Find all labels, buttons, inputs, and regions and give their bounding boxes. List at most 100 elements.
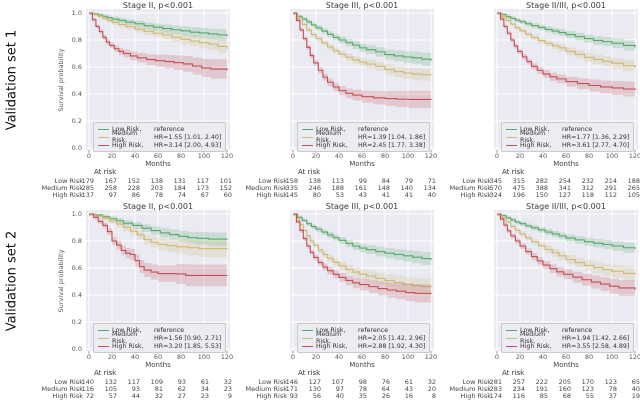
xtick-label: 120 xyxy=(220,353,234,361)
high-risk-ci-band xyxy=(89,214,227,291)
at-risk-count: 99 xyxy=(358,177,367,185)
xtick-label: 20 xyxy=(311,353,321,361)
ytick-label: 0.8 xyxy=(71,237,82,245)
row-label-validation-set-2: Validation set 2 xyxy=(4,230,20,332)
medium-legend-swatch xyxy=(98,136,109,138)
at-risk-row-label: Low Risk xyxy=(258,378,287,386)
x-axis-label: Months xyxy=(349,160,375,168)
low-legend-swatch xyxy=(302,329,313,331)
at-risk-count: 78 xyxy=(358,385,367,393)
at-risk-count: 43 xyxy=(358,191,367,199)
ytick-label: 1.0 xyxy=(71,9,82,17)
xtick-label: 60 xyxy=(153,152,163,160)
high-risk-survival-curve xyxy=(497,12,636,90)
at-risk-count: 105 xyxy=(627,191,640,199)
legend-series-name: Medium Risk, xyxy=(520,331,546,345)
low-risk-survival-curve xyxy=(497,213,636,250)
at-risk-count: 283 xyxy=(489,385,502,393)
at-risk-count: 312 xyxy=(581,184,594,192)
xtick-label: 60 xyxy=(153,353,163,361)
legend-series-value: HR=1.94 [1.42, 2.66] xyxy=(562,334,630,342)
at-risk-count: 345 xyxy=(489,177,502,185)
xtick-label: 80 xyxy=(176,152,186,160)
high-legend-swatch xyxy=(302,345,313,347)
ytick-label: 0.6 xyxy=(71,63,82,71)
xtick-label: 60 xyxy=(357,152,367,160)
legend-series-name: Medium Risk, xyxy=(520,130,546,144)
at-risk-count: 107 xyxy=(331,378,344,386)
high-risk-ci-band xyxy=(497,214,635,299)
at-risk-count: 32 xyxy=(223,378,232,386)
at-risk-count: 34 xyxy=(200,385,209,393)
xtick-label: 20 xyxy=(311,152,321,160)
low-risk-survival-curve xyxy=(89,213,228,240)
xtick-label: 100 xyxy=(401,353,415,361)
xtick-label: 20 xyxy=(107,353,117,361)
at-risk-row-label: Medium Risk xyxy=(41,184,83,192)
at-risk-count: 282 xyxy=(535,177,548,185)
at-risk-count: 67 xyxy=(200,191,209,199)
legend-row: Low Risk, reference xyxy=(98,326,221,334)
legend-series-value: HR=1.55 [1.01, 2.40] xyxy=(154,133,222,141)
km-panel: Stage III, p<0.001 Months At risk Low Ri… xyxy=(232,0,437,201)
km-panel: Stage II/III, p<0.001 Months At risk Low… xyxy=(436,0,640,201)
legend-row: Medium Risk, HR=2.05 [1.42, 2.96] xyxy=(302,331,425,345)
at-risk-header: At risk xyxy=(94,369,117,377)
legend-series-name: High Risk, xyxy=(316,342,348,350)
low-risk-ci-band xyxy=(497,214,635,255)
medium-risk-ci-band xyxy=(497,13,635,74)
at-risk-count: 134 xyxy=(423,184,436,192)
medium-risk-ci-band xyxy=(293,214,431,296)
at-risk-count: 20 xyxy=(427,385,436,393)
low-risk-survival-curve xyxy=(293,213,432,260)
at-risk-count: 23 xyxy=(200,392,209,400)
km-panel: Stage II, p<0.001 Survival probability M… xyxy=(28,201,233,402)
at-risk-count: 65 xyxy=(631,378,640,386)
panel-title: Stage II/III, p<0.001 xyxy=(526,1,606,10)
at-risk-count: 61 xyxy=(404,378,413,386)
at-risk-count: 44 xyxy=(131,392,140,400)
legend-row: High Risk, HR=3.14 [2.00, 4.93] xyxy=(98,141,221,149)
legend-row: Low Risk, reference xyxy=(98,125,221,133)
at-risk-count: 57 xyxy=(108,392,117,400)
at-risk-count: 74 xyxy=(177,191,186,199)
xtick-label: 100 xyxy=(197,353,211,361)
at-risk-count: 56 xyxy=(312,392,321,400)
at-risk-count: 152 xyxy=(127,177,140,185)
at-risk-count: 19 xyxy=(631,392,640,400)
low-risk-survival-curve xyxy=(293,12,432,61)
high-risk-survival-curve xyxy=(293,12,432,100)
ytick-label: 0.4 xyxy=(71,90,82,98)
at-risk-count: 60 xyxy=(223,191,232,199)
low-legend-swatch xyxy=(98,128,109,130)
at-risk-count: 117 xyxy=(127,378,140,386)
ytick-label: 0.6 xyxy=(71,264,82,272)
at-risk-count: 101 xyxy=(219,177,232,185)
at-risk-row-label: High Risk xyxy=(460,392,491,400)
at-risk-count: 68 xyxy=(562,392,571,400)
xtick-label: 80 xyxy=(584,353,594,361)
legend-row: Medium Risk, HR=1.55 [1.01, 2.40] xyxy=(98,130,222,144)
x-axis-label: Months xyxy=(553,160,579,168)
legend-row: Medium Risk, HR=1.56 [0.90, 2.71] xyxy=(98,331,221,345)
xtick-label: 120 xyxy=(424,353,438,361)
at-risk-count: 281 xyxy=(489,378,502,386)
at-risk-count: 112 xyxy=(604,191,617,199)
legend-row: Low Risk, reference xyxy=(302,326,425,334)
at-risk-count: 140 xyxy=(81,378,94,386)
high-legend-swatch xyxy=(506,345,517,347)
high-legend-swatch xyxy=(98,345,109,347)
at-risk-row-label: Medium Risk xyxy=(245,184,287,192)
at-risk-row-label: Low Risk xyxy=(258,177,287,185)
at-risk-count: 246 xyxy=(308,184,321,192)
y-axis-label: Survival probability xyxy=(57,249,65,313)
at-risk-count: 93 xyxy=(177,378,186,386)
at-risk-count: 232 xyxy=(581,177,594,185)
at-risk-count: 9 xyxy=(227,392,232,400)
xtick-label: 100 xyxy=(401,152,415,160)
xtick-label: 60 xyxy=(357,353,367,361)
xtick-label: 80 xyxy=(380,152,390,160)
at-risk-count: 85 xyxy=(539,392,548,400)
y-axis-label: Survival probability xyxy=(57,48,65,112)
